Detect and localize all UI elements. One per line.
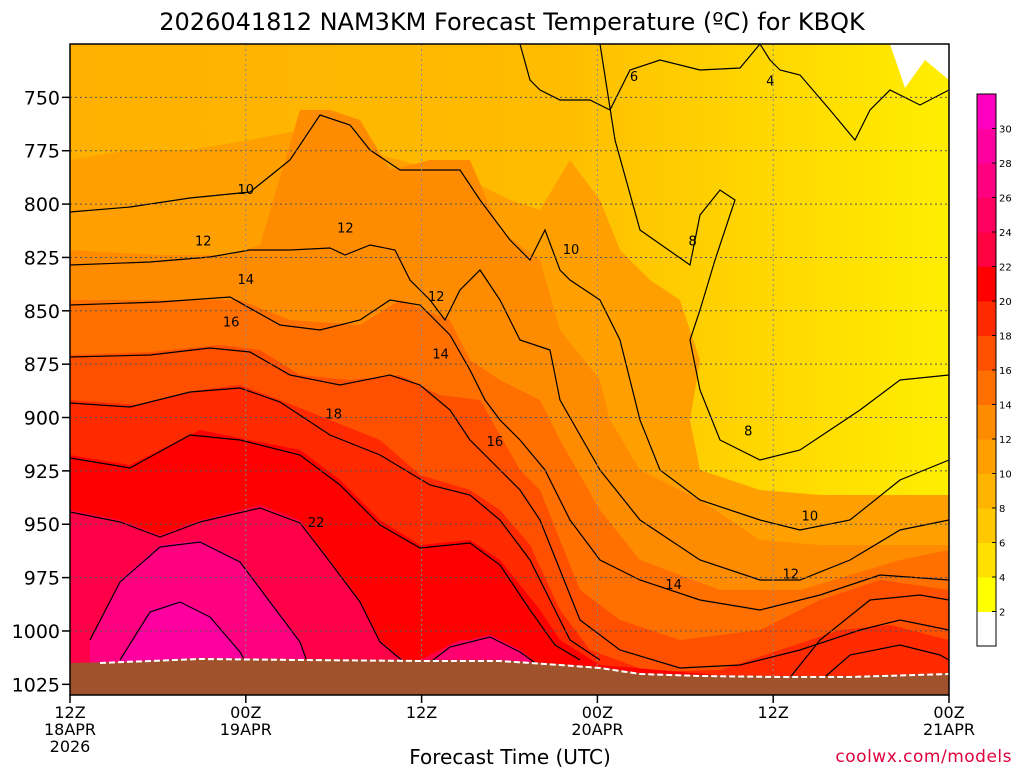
credit-text: coolwx.com/models (835, 747, 1012, 767)
temperature-field (70, 44, 949, 695)
colorbar-swatch (977, 232, 996, 267)
colorbar-swatch (977, 508, 996, 543)
y-tick-label: 850 (24, 301, 60, 323)
terrain-edge (99, 657, 950, 678)
x-tick-label: 19APR (220, 720, 272, 739)
field-band-below-2c (890, 44, 949, 88)
colorbar-tick-label: 28 (999, 159, 1012, 170)
colorbar-swatch (977, 577, 996, 612)
colorbar-swatch (977, 197, 996, 233)
x-tick-label: 00Z (933, 703, 964, 722)
contour-label: 10 (563, 243, 580, 258)
y-tick-label: 900 (24, 408, 60, 430)
colorbar-swatch (977, 439, 996, 474)
contour-24 (89, 541, 311, 671)
colorbar-tick-label: 8 (999, 504, 1005, 515)
contour-label: 14 (665, 578, 682, 593)
contour-12 (70, 244, 949, 581)
y-tick-label: 1000 (12, 621, 60, 643)
y-tick-label: 925 (24, 461, 60, 483)
colorbar-swatch (977, 473, 996, 509)
contour-26 (119, 601, 251, 671)
contour-6 (519, 44, 761, 111)
colorbar-swatch (977, 94, 996, 129)
contour-label: 12 (337, 222, 354, 237)
contour-20 (70, 434, 581, 661)
colorbar-swatch (977, 128, 996, 164)
contour-18 (70, 387, 601, 661)
colorbar-tick-label: 24 (999, 228, 1012, 239)
contour-label: 12 (428, 290, 445, 305)
colorbar-swatch (977, 163, 996, 198)
terrain-below-ground (70, 658, 949, 695)
contour-label: 16 (487, 435, 504, 450)
x-tick-label: 2026 (50, 737, 91, 756)
y-tick-label: 750 (24, 87, 60, 109)
colorbar-swatch (977, 542, 996, 578)
x-tick-label: 18APR (44, 720, 96, 739)
contour-label: 16 (223, 315, 240, 330)
colorbar-tick-label: 26 (999, 194, 1012, 205)
contour-22b (419, 636, 546, 671)
y-tick-label: 950 (24, 514, 60, 536)
y-tick-label: 975 (24, 568, 60, 590)
plot-frame (69, 43, 950, 696)
x-tick-label: 00Z (230, 703, 261, 722)
contour-label: 22 (308, 516, 325, 531)
chart-title: 2026041812 NAM3KM Forecast Temperature (… (159, 8, 866, 36)
colorbar-swatch (977, 335, 996, 371)
x-tick-label: 12Z (54, 703, 85, 722)
contour-20b (809, 644, 949, 691)
colorbar-tick-label: 18 (999, 332, 1012, 343)
y-tick-label: 800 (24, 194, 60, 216)
x-tick-label: 21APR (923, 720, 975, 739)
colorbar-tick-label: 30 (999, 125, 1012, 136)
y-tick-label: 775 (24, 141, 60, 163)
colorbar-swatch (977, 611, 996, 647)
contour-label: 12 (783, 567, 800, 582)
colorbar-tick-label: 14 (999, 401, 1012, 412)
colorbar-swatch (977, 301, 996, 336)
x-tick-label: 12Z (406, 703, 437, 722)
colorbar-tick-label: 4 (999, 573, 1005, 584)
colorbar-tick-label: 6 (999, 539, 1005, 550)
contour-label: 10 (802, 510, 819, 525)
colorbar-tick-label: 10 (999, 470, 1012, 481)
x-tick-label: 12Z (758, 703, 789, 722)
contour-label: 4 (766, 74, 774, 89)
contour-label: 14 (432, 347, 449, 362)
contour-22 (70, 507, 411, 668)
pressure-axis: 750 775 800 825 850 875 900 925 950 975 1000 1025 (12, 87, 70, 696)
colorbar-tick-label: 22 (999, 263, 1012, 274)
contour-14 (70, 296, 949, 611)
contour-16 (70, 347, 949, 669)
contour-18b (779, 594, 949, 691)
contour-label: 12 (195, 234, 212, 249)
y-tick-label: 825 (24, 247, 60, 269)
contour-label: 8 (688, 234, 696, 249)
colorbar-swatch (977, 266, 996, 302)
colorbar-swatch (977, 404, 996, 440)
colorbar-tick-label: 20 (999, 297, 1012, 308)
contour-10 (70, 114, 949, 531)
time-gridlines (245, 44, 774, 695)
colorbar-tick-label: 16 (999, 366, 1012, 377)
contour-label: 6 (630, 70, 638, 85)
colorbar-tick-label: 2 (999, 608, 1005, 619)
x-tick-label: 00Z (582, 703, 613, 722)
x-axis-label: Forecast Time (UTC) (409, 745, 611, 768)
contour-label: 8 (744, 424, 752, 439)
colorbar-tick-label: 12 (999, 435, 1012, 446)
y-tick-label: 1025 (12, 674, 60, 696)
contour-label: 18 (325, 407, 342, 422)
x-tick-label: 20APR (571, 720, 623, 739)
colorbar-swatch (977, 370, 996, 405)
y-tick-label: 875 (24, 354, 60, 376)
contour-8 (599, 44, 949, 461)
